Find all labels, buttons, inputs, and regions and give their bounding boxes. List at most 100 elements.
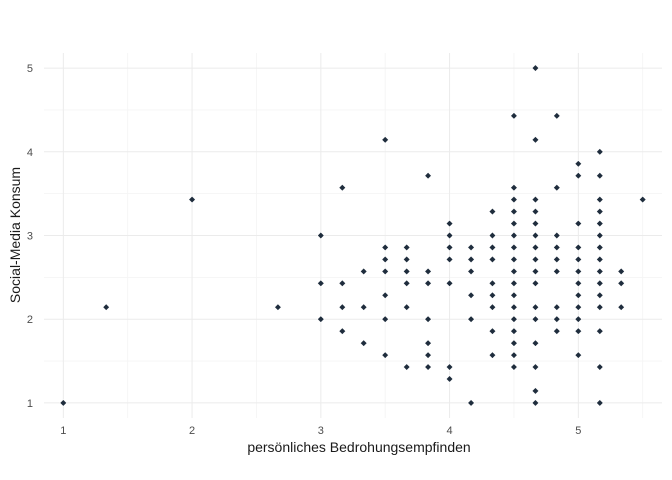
data-point — [595, 243, 604, 252]
data-point — [381, 315, 390, 324]
data-point — [424, 315, 432, 324]
data-point — [574, 279, 583, 288]
data-point — [188, 195, 196, 204]
data-point — [595, 207, 604, 216]
data-point — [402, 255, 411, 264]
data-point — [274, 303, 282, 312]
data-point — [488, 231, 497, 240]
data-point — [552, 183, 561, 192]
data-point — [424, 339, 432, 347]
data-point — [510, 315, 518, 324]
data-point — [595, 255, 604, 264]
data-point — [338, 303, 347, 312]
data-point — [510, 351, 518, 359]
data-point — [488, 291, 497, 300]
data-point — [338, 327, 347, 336]
data-point — [531, 387, 540, 395]
data-point — [531, 303, 540, 312]
data-point — [552, 303, 561, 312]
data-point — [574, 171, 583, 180]
data-point — [510, 291, 518, 300]
x-tick-label: 1 — [60, 425, 66, 437]
data-point — [316, 315, 325, 324]
y-tick-label: 2 — [27, 314, 33, 326]
data-point — [445, 219, 454, 228]
data-point — [359, 267, 368, 276]
data-point — [510, 195, 518, 204]
data-point — [510, 255, 518, 264]
data-point — [595, 267, 604, 276]
data-point — [617, 279, 626, 288]
data-point — [467, 255, 475, 264]
data-point — [445, 255, 454, 264]
data-point — [510, 231, 518, 240]
data-point — [488, 243, 497, 252]
data-point — [445, 279, 454, 288]
data-point — [102, 303, 111, 312]
data-point — [574, 255, 583, 264]
data-point — [510, 267, 518, 276]
x-tick-label: 2 — [189, 425, 195, 437]
data-point — [488, 351, 497, 359]
data-point — [402, 363, 411, 371]
data-point — [402, 243, 411, 252]
data-point — [531, 255, 540, 264]
data-point — [445, 231, 454, 240]
data-point — [381, 135, 390, 144]
data-point — [359, 303, 368, 312]
x-axis-title: persönliches Bedrohungsempfinden — [247, 439, 470, 455]
data-point — [574, 327, 583, 336]
data-point — [316, 279, 325, 288]
data-point — [531, 231, 540, 240]
data-point — [467, 399, 475, 407]
y-tick-labels: 1 2 3 4 5 — [27, 63, 33, 410]
data-point — [510, 279, 518, 288]
data-point — [617, 303, 626, 312]
data-point — [552, 231, 561, 240]
data-point — [574, 315, 583, 324]
data-point — [424, 267, 432, 276]
data-point — [381, 243, 390, 252]
data-point — [488, 255, 497, 264]
data-point — [488, 327, 497, 336]
data-point — [574, 303, 583, 312]
data-point — [402, 279, 411, 288]
data-point — [424, 279, 432, 288]
data-point — [531, 279, 540, 288]
data-point — [381, 267, 390, 276]
data-point — [316, 231, 325, 240]
data-point — [595, 219, 604, 228]
data-point — [445, 363, 454, 371]
data-point — [595, 327, 604, 336]
y-tick-label: 5 — [27, 63, 33, 75]
data-point — [424, 351, 432, 359]
data-point — [617, 267, 626, 276]
data-point — [359, 339, 368, 347]
data-point — [59, 399, 68, 407]
data-point — [552, 255, 561, 264]
data-point — [595, 399, 604, 407]
data-point — [552, 112, 561, 120]
data-point — [510, 183, 518, 192]
data-point — [552, 327, 561, 336]
data-point — [467, 315, 475, 324]
data-point — [595, 363, 604, 371]
data-point — [510, 327, 518, 336]
grid — [44, 53, 662, 418]
data-point — [488, 207, 497, 216]
data-point — [488, 279, 497, 288]
data-point — [531, 315, 540, 324]
data-point — [595, 231, 604, 240]
data-point — [445, 375, 454, 383]
data-point — [510, 112, 518, 120]
x-tick-label: 5 — [575, 425, 581, 437]
data-point — [381, 291, 390, 300]
data-point — [531, 399, 540, 407]
data-point — [338, 183, 347, 192]
data-point — [467, 243, 475, 252]
data-point — [510, 219, 518, 228]
data-point — [595, 279, 604, 288]
data-point — [445, 243, 454, 252]
data-point — [531, 195, 540, 204]
